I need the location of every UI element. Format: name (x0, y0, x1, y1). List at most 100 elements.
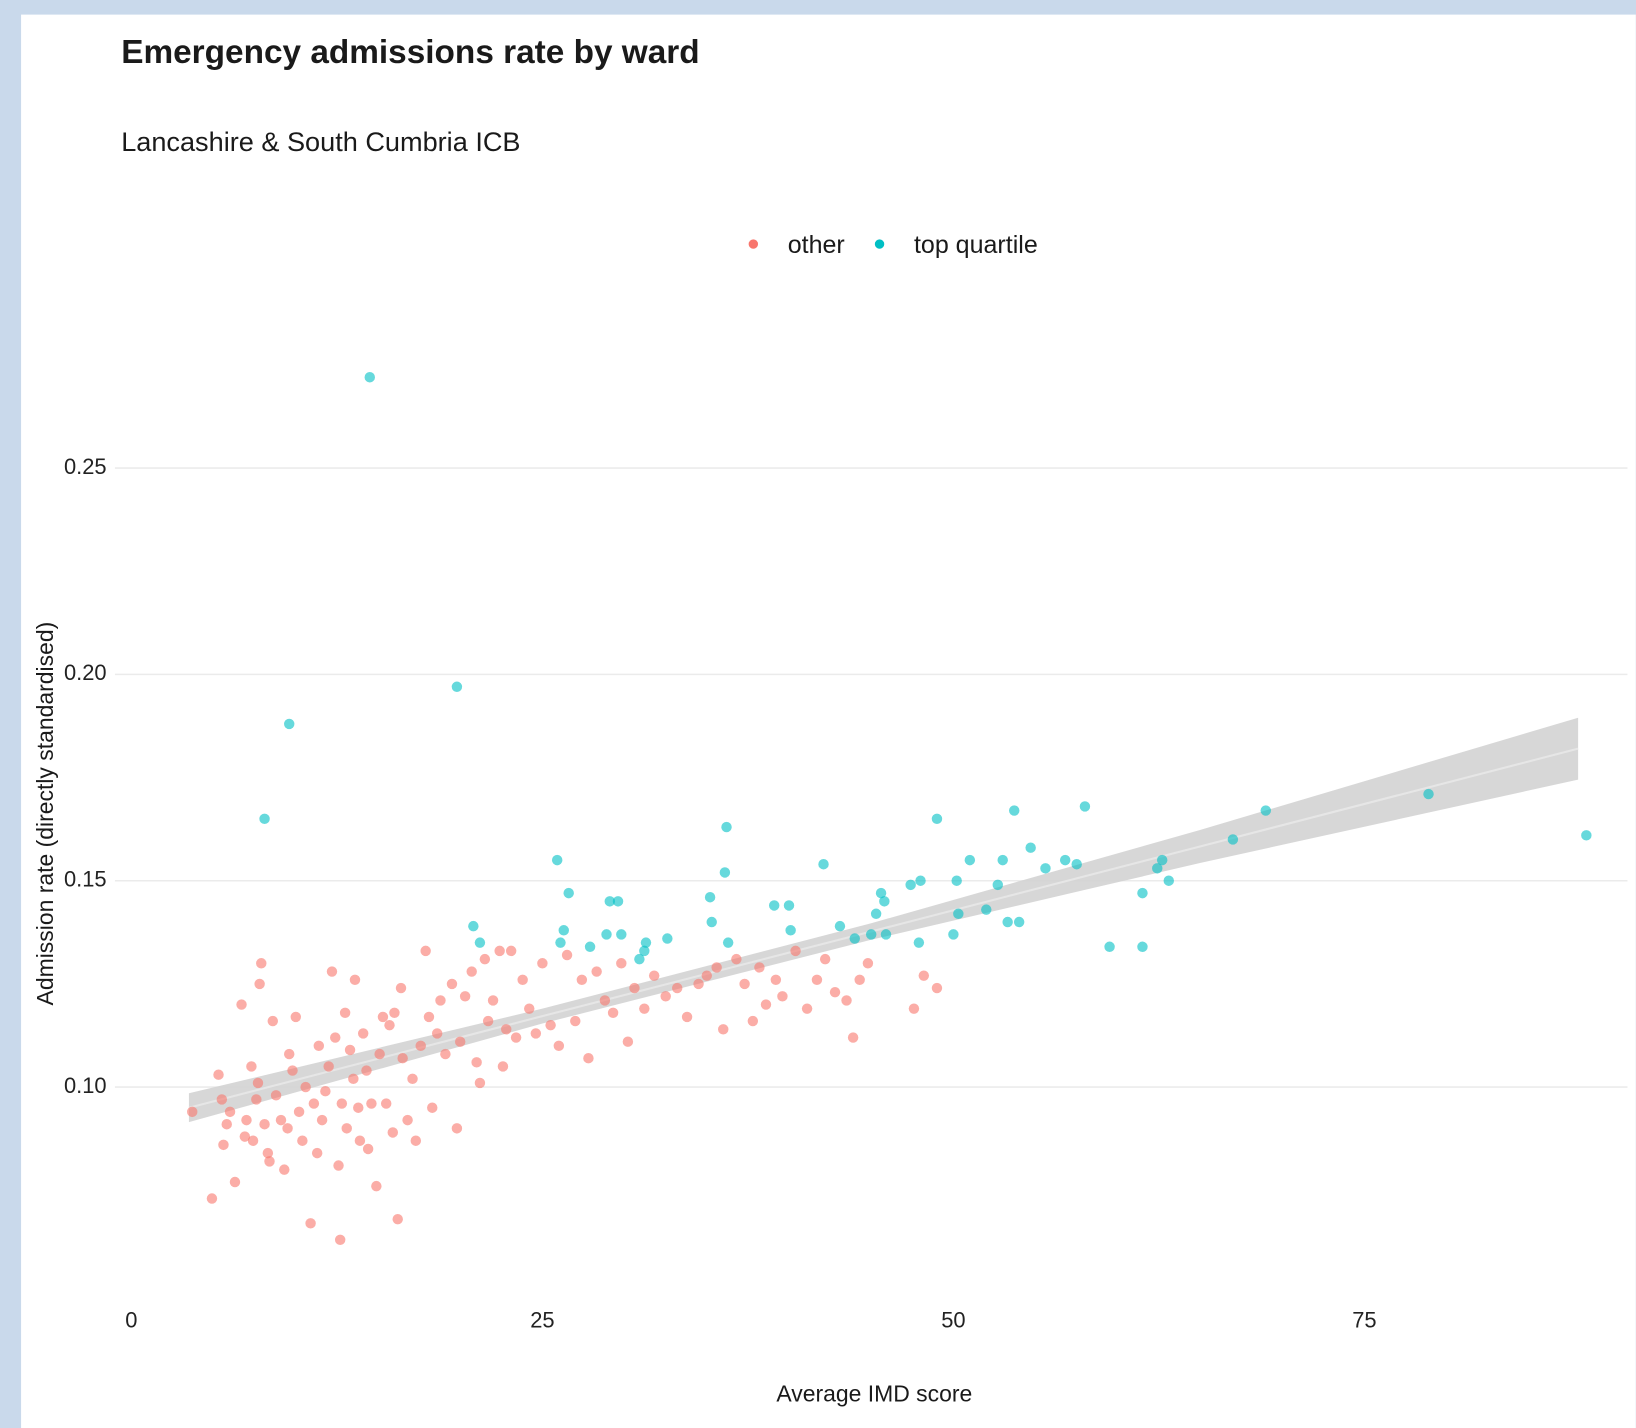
point (254, 978, 265, 990)
y-tick-label: 0.25 (64, 454, 107, 479)
point (711, 962, 722, 973)
point (284, 718, 295, 730)
point (931, 982, 943, 994)
point (616, 958, 627, 969)
point (320, 1086, 331, 1097)
legend-swatch (748, 239, 759, 249)
point (224, 1106, 236, 1118)
point (451, 1123, 463, 1134)
point (474, 1077, 486, 1089)
point (279, 1164, 290, 1175)
legend-swatch (874, 239, 885, 249)
point (981, 904, 992, 915)
point (948, 929, 959, 940)
point (953, 908, 964, 919)
point (865, 929, 877, 940)
point (420, 945, 431, 957)
point (251, 1094, 262, 1105)
point (236, 999, 247, 1010)
point (423, 1011, 435, 1023)
point (323, 1061, 334, 1072)
point (344, 1044, 356, 1056)
point (440, 1048, 451, 1060)
point (551, 854, 563, 866)
point (1040, 863, 1051, 874)
point (247, 1135, 259, 1146)
point (563, 887, 574, 899)
x-tick-label: 0 (125, 1307, 137, 1332)
point (722, 937, 734, 948)
point (908, 1003, 920, 1014)
point (537, 958, 548, 969)
point (629, 982, 640, 994)
point (221, 1119, 232, 1130)
point (583, 1052, 594, 1064)
point (262, 1147, 274, 1159)
point (1156, 854, 1168, 866)
point (297, 1135, 308, 1146)
point (313, 1040, 325, 1052)
point (451, 681, 463, 692)
point (760, 999, 772, 1010)
point (739, 978, 750, 990)
point (1137, 941, 1148, 952)
point (362, 1143, 374, 1155)
point (660, 991, 671, 1002)
point (561, 949, 573, 961)
x-tick-label: 25 (530, 1307, 554, 1332)
point (530, 1028, 542, 1039)
point (693, 978, 704, 990)
point (607, 1007, 619, 1019)
point (770, 974, 782, 986)
point (662, 933, 673, 944)
point (681, 1011, 693, 1023)
point (471, 1057, 482, 1068)
panel (21, 14, 1636, 1428)
point (951, 875, 962, 886)
x-tick-label: 50 (941, 1307, 965, 1332)
point (256, 958, 267, 969)
point (333, 1160, 344, 1171)
point (459, 991, 471, 1002)
point (218, 1139, 229, 1151)
point (353, 1102, 364, 1113)
point (364, 372, 375, 383)
point (371, 1180, 382, 1192)
point (284, 1048, 295, 1060)
point (270, 1090, 282, 1101)
x-axis-label: Average IMD score (776, 1381, 972, 1407)
point (366, 1098, 377, 1109)
point (1025, 842, 1036, 853)
point (517, 974, 528, 986)
y-tick-label: 0.20 (64, 660, 107, 685)
point (931, 813, 943, 825)
point (875, 887, 887, 899)
point (604, 896, 616, 907)
y-axis-label: Admission rate (directly standardised) (32, 622, 58, 1006)
point (410, 1135, 422, 1146)
point (505, 945, 517, 957)
point (616, 929, 627, 940)
point (622, 1036, 634, 1047)
point (246, 1061, 257, 1072)
point (1152, 863, 1163, 874)
point (1002, 916, 1013, 928)
point (992, 879, 1004, 891)
point (187, 1106, 198, 1118)
point (754, 962, 765, 973)
point (206, 1193, 218, 1204)
point (259, 1119, 270, 1130)
point (671, 982, 683, 994)
point (558, 925, 569, 936)
point (964, 854, 976, 866)
point (854, 974, 865, 986)
point (308, 1098, 320, 1109)
point (601, 929, 612, 940)
point (1059, 854, 1071, 866)
point (377, 1011, 389, 1023)
point (479, 953, 491, 965)
point (402, 1114, 413, 1126)
point (466, 966, 477, 977)
point (584, 941, 596, 952)
